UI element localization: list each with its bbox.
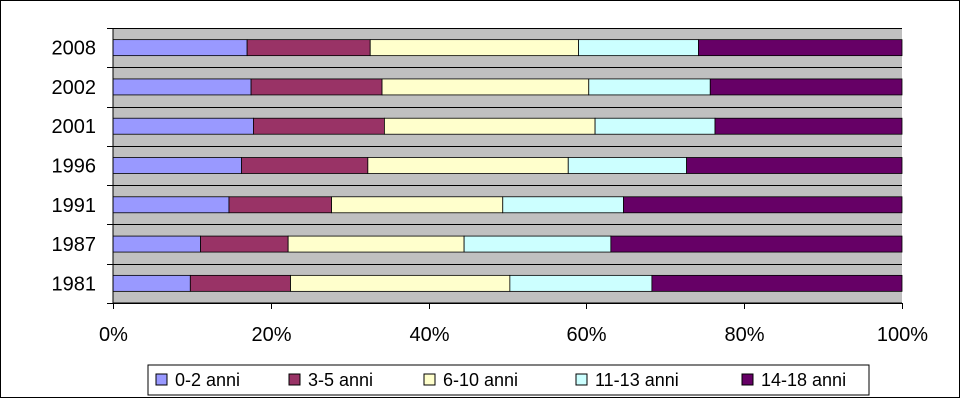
bar-segment	[112, 39, 248, 57]
legend-label: 6-10 anni	[443, 370, 518, 390]
bar-segment	[112, 117, 254, 135]
bar-segment	[686, 157, 903, 174]
legend-label: 0-2 anni	[175, 370, 240, 390]
bar-segment	[463, 235, 612, 253]
bar-segment	[369, 39, 579, 57]
bar-segment	[200, 235, 289, 253]
legend-swatch	[575, 373, 588, 386]
y-tick-label: 1987	[52, 234, 97, 256]
bar-segment	[287, 235, 465, 253]
bar-segment	[651, 274, 903, 292]
bar-segment	[112, 235, 201, 253]
legend-swatch	[288, 373, 301, 386]
x-tick-label: 60%	[566, 324, 606, 346]
bar-segment	[384, 117, 596, 135]
bar-segment	[250, 78, 383, 96]
y-tick-label: 1991	[52, 195, 97, 217]
x-tick-label: 80%	[724, 324, 764, 346]
bar-segment	[228, 196, 332, 214]
bar-segment	[246, 39, 371, 57]
y-tick-label: 1981	[52, 273, 97, 295]
legend-swatch	[155, 373, 168, 386]
bar-segment	[588, 78, 711, 96]
x-axis: 0% 20% 40% 60% 80% 100%	[99, 302, 928, 346]
bar-segment	[578, 39, 699, 57]
y-tick-label: 2008	[52, 38, 97, 60]
bar-segment	[567, 157, 688, 174]
legend: 0-2 anni 3-5 anni 6-10 anni 11-13 anni 14-18…	[147, 364, 870, 396]
gridlines	[113, 28, 902, 304]
bar-segment	[112, 157, 243, 174]
legend-label: 11-13 anni	[595, 370, 679, 390]
bar-segment	[112, 196, 230, 214]
x-tick-label: 100%	[877, 324, 928, 346]
bars	[112, 39, 903, 292]
bar-segment	[367, 157, 569, 174]
bar-segment	[623, 196, 903, 214]
bar-segment	[709, 78, 903, 96]
legend-swatch	[741, 373, 754, 386]
bar-segment	[112, 78, 252, 96]
y-tick-label: 2001	[52, 116, 97, 138]
x-tick-label: 0%	[99, 324, 128, 346]
x-tick-label: 20%	[251, 324, 291, 346]
bar-segment	[502, 196, 624, 214]
bar-segment	[290, 274, 511, 292]
bar-segment	[698, 39, 903, 57]
bar-segment	[331, 196, 504, 214]
bar-segment	[253, 117, 385, 135]
y-tick-label: 1996	[52, 156, 97, 178]
bar-segment	[189, 274, 291, 292]
bar-segment	[610, 235, 903, 253]
bar-segment	[594, 117, 716, 135]
legend-label: 14-18 anni	[761, 370, 846, 390]
bar-segment	[112, 274, 191, 292]
bar-segment	[509, 274, 653, 292]
x-tick-label: 40%	[409, 324, 449, 346]
legend-label: 3-5 anni	[308, 370, 373, 390]
bar-segment	[381, 78, 590, 96]
y-axis: 2008 2002 2001 1996 1991 1987 1981	[52, 28, 114, 304]
y-tick-label: 2002	[52, 77, 97, 99]
bar-segment	[241, 157, 369, 174]
bar-segment	[714, 117, 903, 135]
legend-swatch	[423, 373, 436, 386]
